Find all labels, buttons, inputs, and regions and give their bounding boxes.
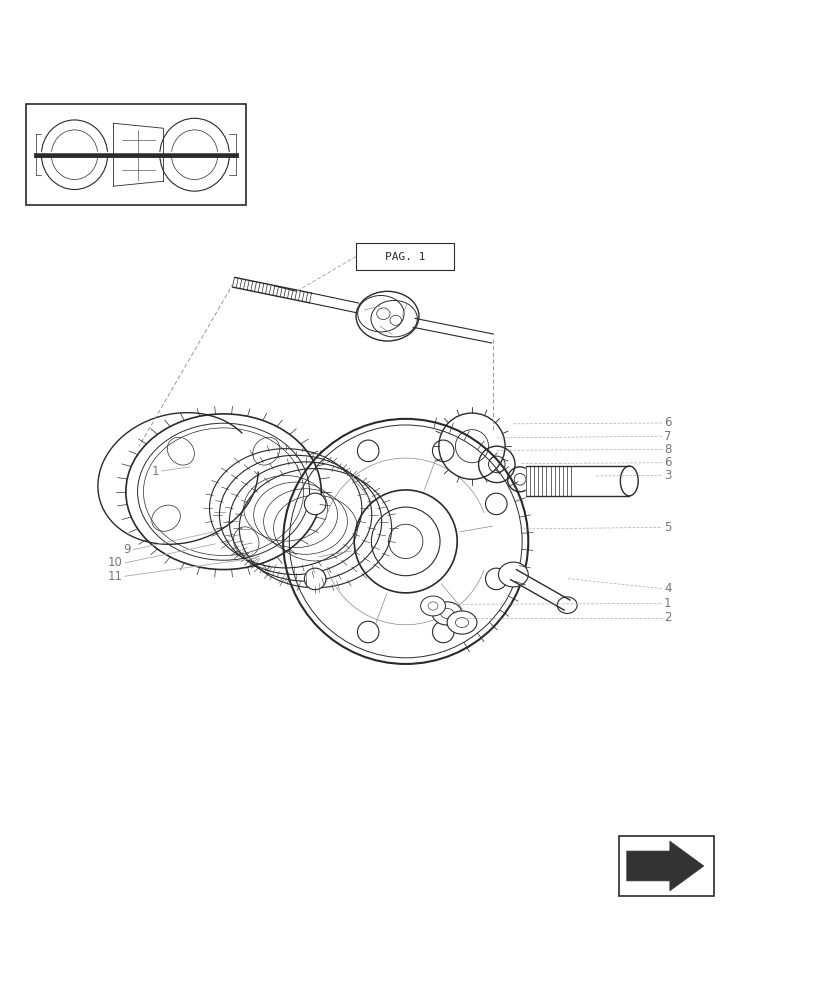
Ellipse shape <box>357 621 379 643</box>
Ellipse shape <box>485 493 506 515</box>
Ellipse shape <box>619 466 638 496</box>
Bar <box>356 243 453 270</box>
Ellipse shape <box>447 611 476 634</box>
Bar <box>26 104 246 205</box>
Text: 2: 2 <box>663 611 671 624</box>
Text: 9: 9 <box>123 543 131 556</box>
Ellipse shape <box>357 440 379 462</box>
Ellipse shape <box>432 621 453 643</box>
Bar <box>618 836 713 896</box>
Ellipse shape <box>498 562 528 587</box>
Text: 4: 4 <box>663 582 671 595</box>
Text: PAG. 1: PAG. 1 <box>385 252 424 262</box>
Text: 5: 5 <box>663 521 671 534</box>
Ellipse shape <box>304 493 326 515</box>
Ellipse shape <box>432 602 461 625</box>
Polygon shape <box>626 841 703 891</box>
Ellipse shape <box>432 440 453 462</box>
Text: 1: 1 <box>663 597 671 610</box>
Text: 8: 8 <box>663 443 671 456</box>
Text: 3: 3 <box>663 469 671 482</box>
Text: 11: 11 <box>108 570 122 583</box>
Text: 10: 10 <box>108 556 122 569</box>
Ellipse shape <box>420 596 445 616</box>
Text: 6: 6 <box>663 416 671 429</box>
Ellipse shape <box>304 568 326 590</box>
Text: 7: 7 <box>663 430 671 443</box>
Ellipse shape <box>485 568 506 590</box>
Ellipse shape <box>557 597 576 613</box>
Text: 6: 6 <box>663 456 671 469</box>
Text: 1: 1 <box>151 465 159 478</box>
